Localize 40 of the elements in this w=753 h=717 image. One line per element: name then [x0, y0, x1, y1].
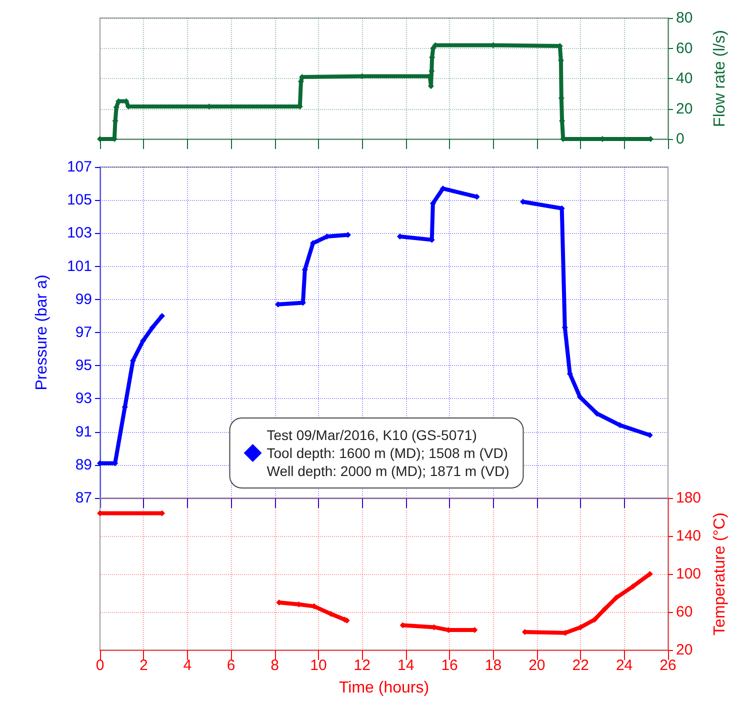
legend-label: Test 09/Mar/2016, K10 (GS-5071) Tool depth: 1600 m (MD); 1508 m (VD) Well depth: 2000 m (MD); 1871 m (VD) [266, 427, 510, 479]
x-tick-label: 10 [310, 657, 327, 674]
y-tick-label: 101 [66, 258, 92, 275]
x-tick-label: 22 [572, 657, 589, 674]
x-tick-label: 16 [441, 657, 458, 674]
x-tick-label: 0 [96, 657, 104, 674]
y-tick-label: 20 [676, 100, 693, 118]
x-tick-label: 12 [354, 657, 370, 674]
x-tick-label: 26 [660, 657, 676, 674]
y-tick-label: 91 [75, 423, 92, 440]
y-tick-label: 93 [75, 390, 92, 408]
y-axis-title: Temperature (°C) [712, 512, 728, 636]
y-tick-label: 60 [676, 40, 693, 57]
y-tick-label: 95 [75, 357, 92, 374]
x-tick-label: 20 [528, 657, 546, 674]
y-tick-label: 100 [676, 566, 702, 582]
y-tick-label: 180 [676, 490, 702, 506]
x-tick-label: 2 [140, 657, 148, 674]
x-tick-label: 14 [398, 657, 414, 674]
y-tick-label: 89 [75, 456, 92, 474]
y-tick-label: 87 [75, 490, 92, 506]
y-tick-label: 107 [66, 158, 92, 176]
y-tick-label: 60 [676, 604, 693, 620]
y-tick-label: 20 [676, 642, 693, 658]
x-axis-title: Time (hours) [338, 680, 430, 696]
y-tick-label: 40 [676, 70, 693, 87]
y-tick-label: 105 [66, 192, 92, 209]
x-tick-label: 18 [484, 657, 502, 674]
y-tick-label: 80 [676, 10, 693, 26]
y-tick-label: 99 [75, 290, 92, 308]
y-axis-title: Flow rate (l/s) [712, 30, 728, 127]
y-tick-label: 103 [66, 224, 92, 242]
y-axis-title: Pressure (bar a) [34, 274, 50, 390]
x-tick-label: 24 [616, 657, 633, 674]
x-tick-label: 6 [226, 657, 236, 674]
y-tick-label: 97 [75, 324, 92, 341]
y-tick-label: 140 [676, 528, 702, 544]
y-tick-label: 0 [676, 130, 684, 148]
x-tick-label: 4 [183, 657, 192, 674]
x-tick-label: 8 [270, 657, 279, 674]
